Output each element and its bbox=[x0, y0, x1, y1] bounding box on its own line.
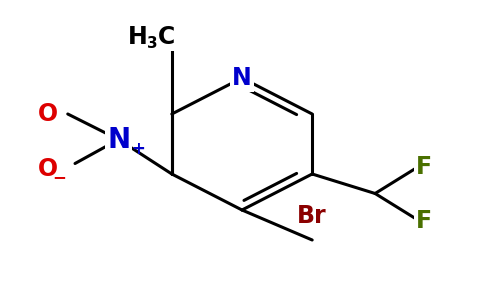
Text: −: − bbox=[52, 168, 66, 186]
Text: C: C bbox=[158, 26, 176, 50]
Text: O: O bbox=[38, 158, 59, 182]
Text: F: F bbox=[415, 208, 432, 232]
Text: O: O bbox=[38, 102, 59, 126]
Text: N: N bbox=[107, 125, 130, 154]
Text: N: N bbox=[232, 66, 252, 90]
Text: H: H bbox=[128, 26, 148, 50]
Text: +: + bbox=[131, 140, 145, 158]
Text: 3: 3 bbox=[147, 36, 158, 51]
Text: F: F bbox=[415, 154, 432, 178]
Text: Br: Br bbox=[297, 204, 327, 228]
